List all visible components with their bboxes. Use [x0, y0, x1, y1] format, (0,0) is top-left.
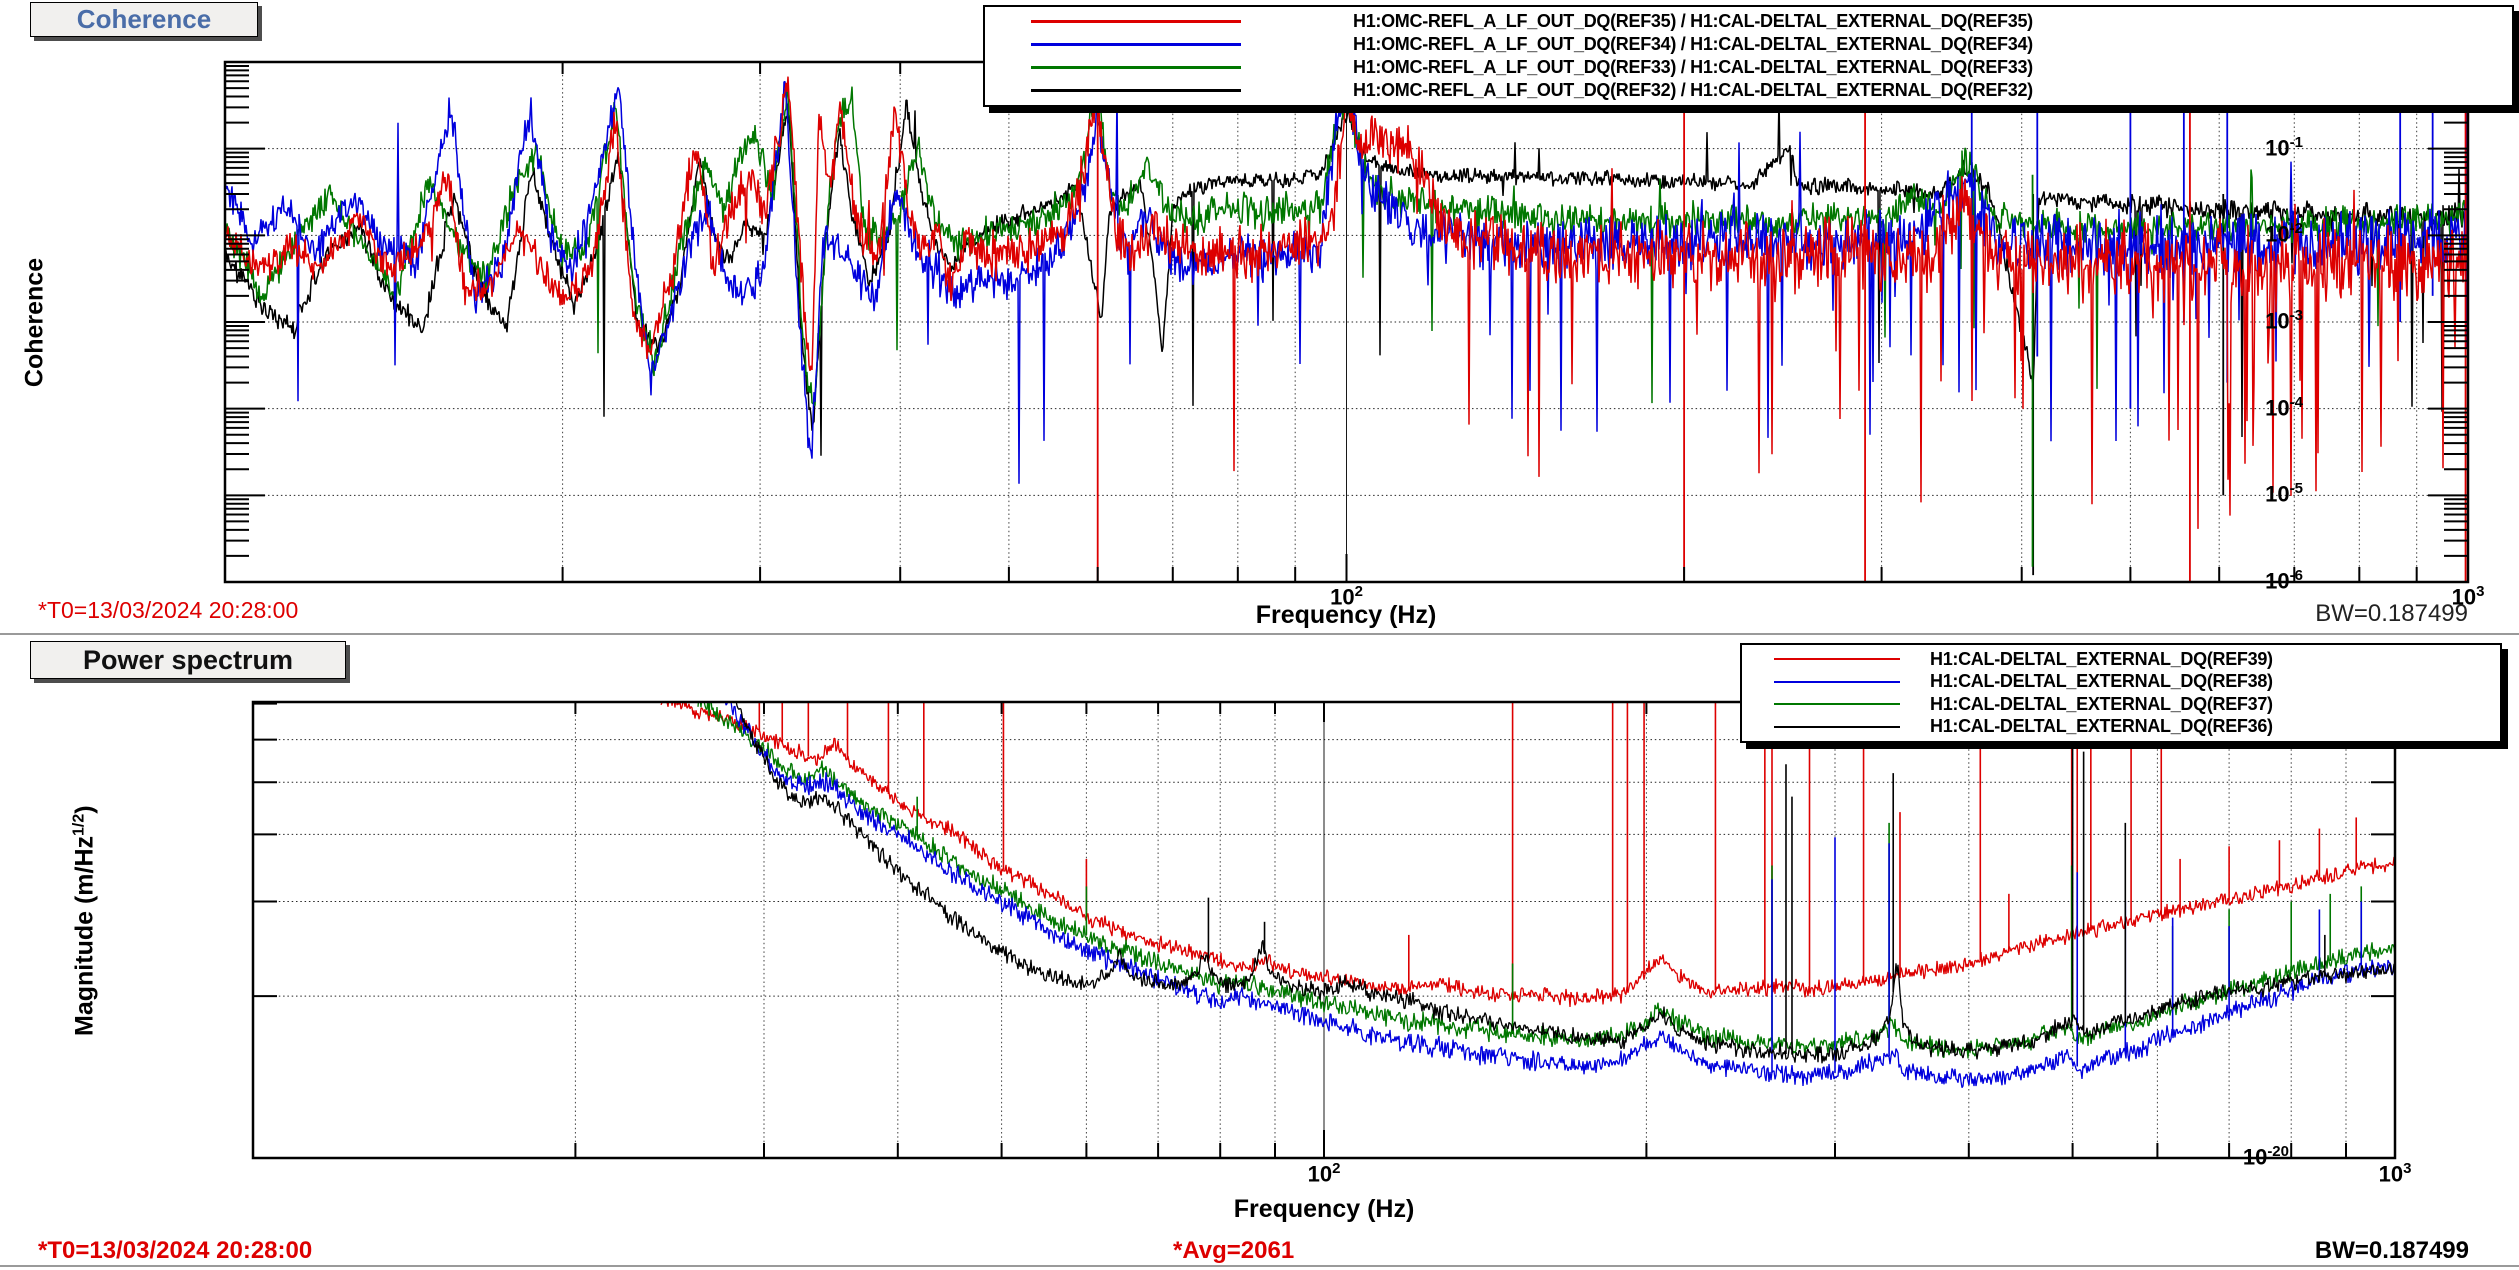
power-spectrum-trace-REF38 — [724, 702, 2395, 1088]
legend-label: H1:OMC-REFL_A_LF_OUT_DQ(REF35) / H1:CAL-… — [1353, 11, 2033, 31]
coherence-bw-label: BW=0.187499 — [2315, 600, 2468, 627]
legend-line-sample — [1774, 703, 1900, 706]
x-tick-label: 102 — [1330, 583, 1363, 610]
legend-entry: H1:CAL-DELTAL_EXTERNAL_DQ(REF38) — [1742, 671, 2500, 692]
spectrum-title-box: Power spectrum — [30, 641, 346, 679]
y-tick-label: 10-6 — [2265, 567, 2303, 594]
coherence-title: Coherence — [76, 4, 212, 34]
spectrum-legend: H1:CAL-DELTAL_EXTERNAL_DQ(REF39) H1:CAL-D… — [1740, 643, 2502, 743]
legend-label: H1:OMC-REFL_A_LF_OUT_DQ(REF34) / H1:CAL-… — [1353, 34, 2033, 54]
y-tick-label: 10-3 — [2265, 307, 2303, 334]
legend-label: H1:CAL-DELTAL_EXTERNAL_DQ(REF37) — [1930, 693, 2273, 714]
x-tick-label: 103 — [2451, 583, 2485, 610]
coherence-x-axis-title: Frequency (Hz) — [1255, 601, 1437, 629]
legend-entry: H1:CAL-DELTAL_EXTERNAL_DQ(REF37) — [1742, 694, 2500, 715]
spectrum-title: Power spectrum — [82, 644, 294, 675]
legend-line-sample — [1774, 725, 1900, 728]
legend-label: H1:CAL-DELTAL_EXTERNAL_DQ(REF38) — [1930, 671, 2273, 692]
spectrum-t0-label: *T0=13/03/2024 20:28:00 — [38, 1237, 313, 1264]
legend-entry: H1:CAL-DELTAL_EXTERNAL_DQ(REF36) — [1742, 716, 2500, 737]
legend-entry: H1:OMC-REFL_A_LF_OUT_DQ(REF34) / H1:CAL-… — [985, 34, 2512, 55]
coherence-legend: H1:OMC-REFL_A_LF_OUT_DQ(REF35) / H1:CAL-… — [983, 5, 2514, 107]
y-tick-label: 10-20 — [2242, 1143, 2289, 1170]
power-spectrum-trace-REF36 — [735, 702, 2395, 1064]
power-spectrum-frame — [251, 700, 2397, 1160]
coherence-title-box: Coherence — [30, 2, 258, 37]
window-bottom-border — [0, 1265, 2519, 1267]
legend-line-sample — [1031, 43, 1241, 46]
legend-line-sample — [1031, 20, 1241, 23]
legend-line-sample — [1774, 680, 1900, 683]
spectrum-plot-area[interactable] — [253, 702, 2395, 1158]
legend-line-sample — [1031, 66, 1241, 69]
legend-label: H1:CAL-DELTAL_EXTERNAL_DQ(REF36) — [1930, 716, 2273, 737]
x-tick-label: 103 — [2378, 1160, 2412, 1187]
x-tick-label: 102 — [1307, 1160, 1341, 1187]
spectrum-x-axis-title: Frequency (Hz) — [1233, 1195, 1415, 1223]
spectrum-bw-label: BW=0.187499 — [2314, 1237, 2469, 1264]
power-spectrum-trace-REF39 — [660, 702, 2395, 1007]
power-spectrum-traces — [660, 702, 2395, 1088]
legend-line-sample — [1031, 89, 1241, 92]
legend-entry: H1:CAL-DELTAL_EXTERNAL_DQ(REF39) — [1742, 649, 2500, 670]
coherence-t0-label: *T0=13/03/2024 20:28:00 — [38, 597, 299, 623]
legend-entry: H1:OMC-REFL_A_LF_OUT_DQ(REF32) / H1:CAL-… — [985, 80, 2512, 101]
legend-label: H1:CAL-DELTAL_EXTERNAL_DQ(REF39) — [1930, 648, 2273, 669]
coherence-plot-area[interactable] — [225, 62, 2468, 582]
panel-divider — [0, 633, 2519, 635]
legend-label: H1:OMC-REFL_A_LF_OUT_DQ(REF33) / H1:CAL-… — [1353, 57, 2033, 77]
spectrum-avg-label: *Avg=2061 — [1173, 1237, 1295, 1264]
legend-line-sample — [1774, 658, 1900, 661]
y-tick-label: 10-1 — [2265, 133, 2303, 160]
legend-label: H1:OMC-REFL_A_LF_OUT_DQ(REF32) / H1:CAL-… — [1353, 80, 2033, 100]
y-tick-label: 10-2 — [2265, 220, 2303, 247]
y-tick-label: 10-5 — [2265, 480, 2303, 507]
y-tick-label: 10-4 — [2265, 393, 2303, 420]
coherence-y-axis-title: Coherence — [20, 257, 49, 388]
spectrum-y-axis-title: Magnitude (m/Hz1/2) — [70, 805, 99, 1036]
legend-entry: H1:OMC-REFL_A_LF_OUT_DQ(REF33) / H1:CAL-… — [985, 57, 2512, 78]
legend-entry: H1:OMC-REFL_A_LF_OUT_DQ(REF35) / H1:CAL-… — [985, 11, 2512, 32]
